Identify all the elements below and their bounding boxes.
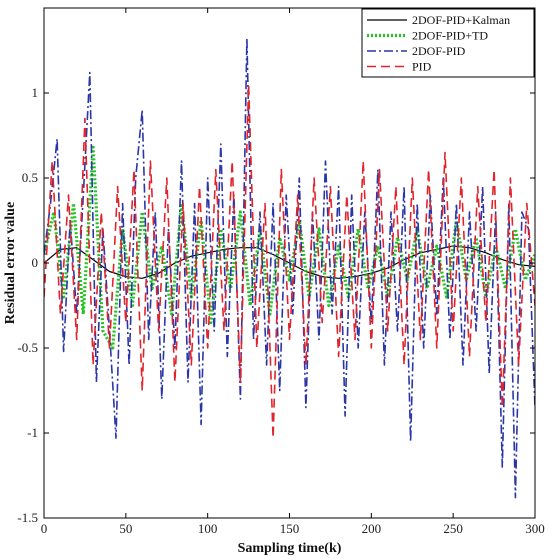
- axes-layer: 0 50 100 150 200 250 300 -1.5 -1 -0.5 0 0.5 1: [17, 7, 545, 536]
- y-axis-title: Residual error value: [3, 202, 18, 324]
- x-axis-title: Sampling time(k): [238, 541, 342, 556]
- y-tick-label: 1: [32, 85, 39, 100]
- y-tick-label: -1.5: [17, 510, 38, 525]
- x-tick-label: 150: [280, 521, 300, 536]
- y-tick-label: 0.5: [22, 170, 38, 185]
- x-tick-label: 250: [443, 521, 463, 536]
- legend-label: 2DOF-PID+TD: [412, 29, 488, 43]
- legend-label: 2DOF-PID+Kalman: [412, 13, 510, 27]
- series-line-2dof-pid-td: [44, 145, 535, 350]
- series-line-pid: [44, 83, 535, 439]
- y-tick-label: -0.5: [17, 340, 38, 355]
- x-tick-label: 50: [119, 521, 132, 536]
- legend-label: PID: [412, 60, 432, 74]
- series-layer: [44, 37, 535, 499]
- y-tick-label: 0: [32, 255, 39, 270]
- series-line-2dof-pid: [44, 37, 535, 499]
- legend-label: 2DOF-PID: [412, 44, 466, 58]
- x-tick-label: 300: [525, 521, 545, 536]
- x-tick-label: 0: [41, 521, 48, 536]
- y-tick-label: -1: [27, 425, 38, 440]
- x-tick-label: 100: [198, 521, 218, 536]
- x-tick-label: 200: [362, 521, 382, 536]
